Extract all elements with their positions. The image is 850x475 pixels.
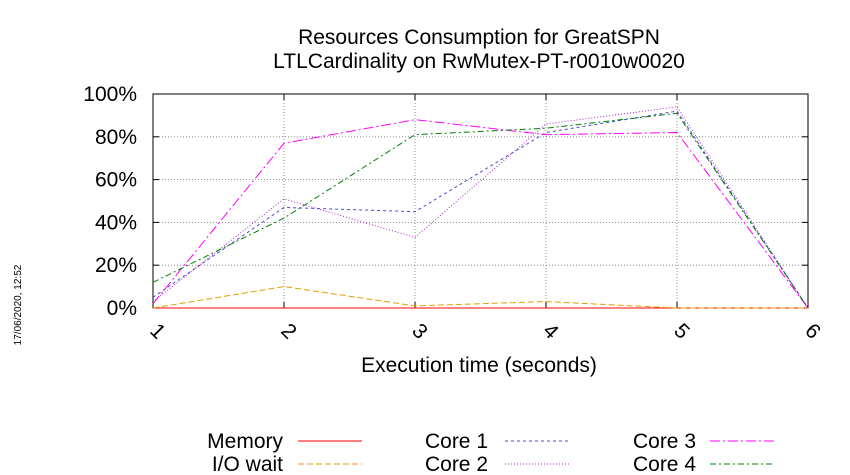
- series-line-core-1: [152, 110, 809, 309]
- legend-label-core-3: Core 3: [633, 430, 696, 453]
- y-tick-label: 60%: [95, 169, 137, 192]
- x-tick-label: 4: [538, 319, 563, 344]
- series-lines: [152, 106, 809, 309]
- legend-label-core-2: Core 2: [425, 453, 488, 475]
- y-tick-label: 20%: [95, 254, 137, 277]
- y-tick-label: 0%: [107, 297, 137, 320]
- legend-label-core-1: Core 1: [425, 430, 488, 453]
- chart-title-line-2: LTLCardinality on RwMutex-PT-r0010w0020: [273, 50, 685, 73]
- x-tick-label: 5: [669, 319, 694, 344]
- series-line-core-3: [152, 119, 809, 309]
- timestamp-label: 17/06/2020, 12:52: [13, 264, 24, 345]
- x-tick-label: 3: [407, 319, 432, 344]
- plot-frame: [152, 93, 809, 309]
- y-tick-label: 80%: [95, 126, 137, 149]
- chart-title-line-1: Resources Consumption for GreatSPN: [298, 26, 660, 49]
- series-line-i-o-wait: [152, 286, 808, 309]
- y-tick-label: 100%: [83, 83, 137, 106]
- grid: [152, 93, 809, 309]
- y-tick-label: 40%: [95, 211, 137, 234]
- series-line-core-2: [152, 106, 809, 309]
- x-axis-label: Execution time (seconds): [361, 354, 597, 377]
- legend-label-core-4: Core 4: [633, 453, 696, 475]
- legend-label-i-o-wait: I/O wait: [212, 453, 283, 475]
- x-tick-label: 1: [145, 319, 170, 344]
- series-line-core-4: [152, 112, 809, 309]
- legend-label-memory: Memory: [207, 430, 283, 453]
- x-tick-label: 6: [800, 319, 825, 344]
- x-tick-label: 2: [276, 319, 301, 344]
- axis-ticks: 0% 20% 40% 60% 80% 100% 1 2 3 4 5 6: [83, 83, 825, 344]
